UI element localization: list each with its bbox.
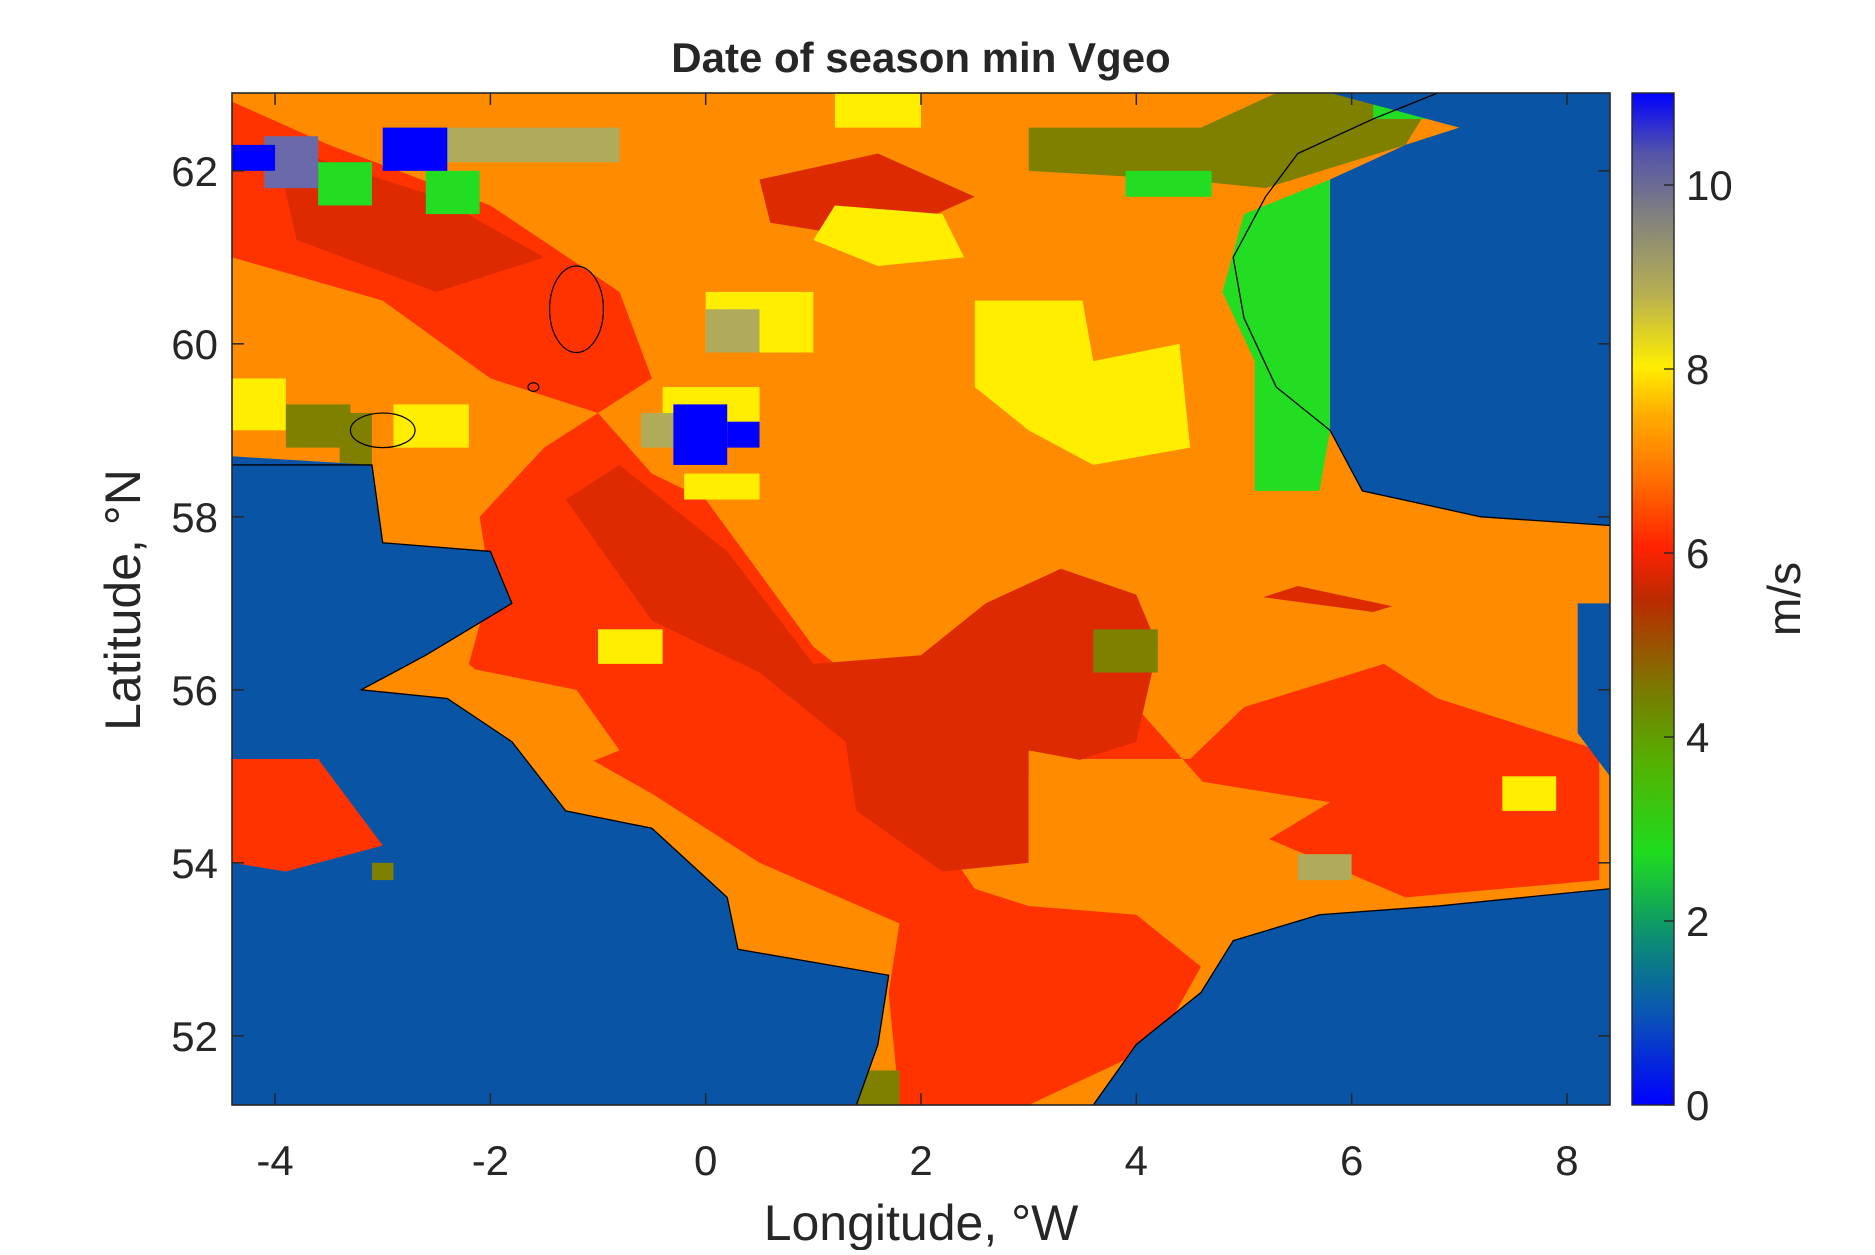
cell-yellow-5 xyxy=(393,404,469,448)
x-tick-label: 4 xyxy=(1125,1137,1148,1184)
region-yellow-viking xyxy=(974,300,1191,465)
y-tick-label: 54 xyxy=(171,840,218,887)
colorbar-ticks: 0 2 4 6 8 10 xyxy=(1664,162,1733,1129)
colorbar-label: m/s xyxy=(1758,562,1810,636)
cell-green-3 xyxy=(1125,170,1212,197)
island-outline-1 xyxy=(349,412,416,449)
land-mask-2 xyxy=(1093,888,1610,1105)
x-tick-label: -2 xyxy=(472,1137,509,1184)
colorbar-tick-label: 10 xyxy=(1686,162,1733,209)
y-tick-label: 56 xyxy=(171,667,218,714)
y-axis-label: Latitude, °N xyxy=(95,469,151,731)
land-mask-0 xyxy=(1330,93,1610,526)
cell-blue-1 xyxy=(382,127,448,171)
cell-olive-5 xyxy=(371,862,394,881)
coastline-3 xyxy=(1232,93,1438,431)
cell-blue-2 xyxy=(232,144,276,171)
colorbar-tick-label: 8 xyxy=(1686,346,1709,393)
x-tick-label: 2 xyxy=(909,1137,932,1184)
region-yellow-top xyxy=(834,93,921,128)
chart-title: Date of season min Vgeo xyxy=(671,34,1170,81)
cell-blue-3 xyxy=(673,404,728,465)
region-green-trench xyxy=(1222,179,1331,491)
coastline-0 xyxy=(232,464,890,1105)
cell-green-2 xyxy=(425,170,480,215)
land-mask-1 xyxy=(232,456,889,1105)
cell-olive-3 xyxy=(285,404,351,448)
cell-yellow-7 xyxy=(232,378,286,431)
cell-khaki-1 xyxy=(436,127,620,163)
region-olive-north xyxy=(1028,93,1438,189)
cell-olive-1 xyxy=(1093,629,1158,673)
cell-yellow-2 xyxy=(684,473,760,500)
island-outline-0 xyxy=(548,265,605,354)
cell-yellow-3 xyxy=(598,629,663,664)
cell-khaki-4 xyxy=(1297,854,1352,881)
region-orange-coast xyxy=(447,663,620,777)
cell-green-1 xyxy=(318,162,372,206)
land-mask-3 xyxy=(1577,603,1610,777)
coastline-2 xyxy=(1329,430,1610,527)
map-area xyxy=(232,93,1610,1105)
colorbar xyxy=(1631,92,1675,1106)
x-tick-label: 6 xyxy=(1340,1137,1363,1184)
y-tick-label: 62 xyxy=(171,148,218,195)
x-tick-label: 8 xyxy=(1555,1137,1578,1184)
island-outline-2 xyxy=(527,382,540,393)
coastline-1 xyxy=(1092,888,1610,1105)
x-axis-label: Longitude, °W xyxy=(764,1195,1079,1250)
colorbar-tick-label: 0 xyxy=(1686,1082,1709,1129)
colorbar-tick-label: 2 xyxy=(1686,898,1709,945)
x-tick-label: -4 xyxy=(256,1137,293,1184)
y-tick-label: 58 xyxy=(171,494,218,541)
x-axis: -4 -2 0 2 4 6 8 xyxy=(256,93,1579,1184)
region-red-irish-sea xyxy=(232,759,383,872)
colorbar-tick-label: 4 xyxy=(1686,714,1709,761)
cell-khaki-2 xyxy=(705,309,760,353)
y-axis: 52 54 56 58 60 62 xyxy=(171,148,1610,1060)
cell-blue-4 xyxy=(727,421,760,448)
y-tick-label: 60 xyxy=(171,321,218,368)
x-tick-label: 0 xyxy=(694,1137,717,1184)
colorbar-tick-label: 6 xyxy=(1686,530,1709,577)
region-yellow-n xyxy=(813,205,965,266)
region-orange-south xyxy=(1028,750,1331,898)
y-tick-label: 52 xyxy=(171,1013,218,1060)
region-darkred-core xyxy=(565,464,1158,872)
cell-yellow-4 xyxy=(1502,776,1557,811)
